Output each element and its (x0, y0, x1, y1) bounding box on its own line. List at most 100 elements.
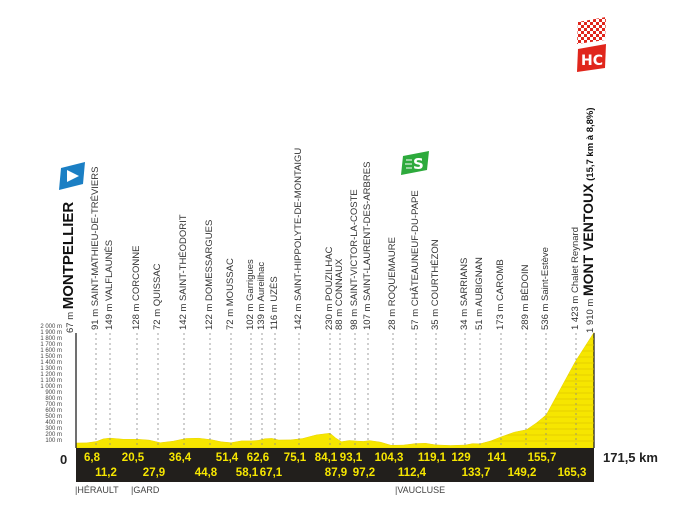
waypoint-elevation: 34 m (459, 308, 470, 330)
hc-climb-icon: HC (577, 17, 606, 72)
waypoint-name: Saint-Estève (540, 247, 551, 301)
km-marker: 165,3 (557, 467, 587, 479)
km-marker: 87,9 (324, 467, 348, 479)
svg-text:S: S (413, 155, 424, 173)
department-label: |GARD (131, 485, 160, 495)
waypoint-elevation: 116 m (269, 304, 280, 330)
waypoint-name: CHÂTEAUNEUF-DU-PAPE (410, 190, 421, 307)
waypoint-name: MOUSSAC (225, 258, 236, 307)
waypoint-name: COURTHÉZON (430, 239, 441, 307)
waypoint-label: 536 m Saint-Estève (540, 247, 551, 330)
distance-start: 0 (60, 452, 68, 467)
km-bar (76, 448, 594, 482)
waypoint-elevation: 142 m (293, 303, 304, 330)
waypoint-elevation: 28 m (387, 308, 398, 330)
waypoint-elevation: 139 m (256, 303, 267, 330)
waypoint-name: SAINT-HIPPOLYTE-DE-MONTAIGU (293, 147, 304, 301)
waypoint-label: 289 m BÉDOIN (520, 264, 531, 330)
waypoint-label: 57 m CHÂTEAUNEUF-DU-PAPE (410, 190, 421, 330)
waypoint-label: 107 m SAINT-LAURENT-DES-ARBRES (362, 161, 373, 330)
start-label: 67 m MONTPELLIER (60, 201, 77, 333)
waypoint-elevation: 102 m (245, 303, 256, 330)
waypoint-name: ROQUEMAURE (387, 237, 398, 307)
waypoint-name: CONNAUX (334, 258, 345, 307)
waypoint-name: SAINT-MATHIEU-DE-TRÉVIERS (90, 166, 101, 307)
waypoint-label: 149 m VALFLAUNÈS (104, 239, 115, 330)
waypoint-label: 139 m Aureilhac (256, 261, 267, 330)
y-tick: 1 800 m (40, 336, 62, 342)
finish-label: 1 910 m MONT VENTOUX (15,7 km à 8,8%) (580, 107, 596, 333)
y-tick: 600 m (45, 408, 62, 414)
waypoint-label: 128 m CORCONNE (131, 246, 142, 330)
y-tick: 800 m (45, 396, 62, 402)
waypoint-label: 98 m SAINT-VICTOR-LA-COSTE (349, 189, 360, 330)
waypoint-label: 28 m ROQUEMAURE (387, 237, 398, 330)
waypoint-name: AUBIGNAN (474, 257, 485, 307)
department-label: |VAUCLUSE (395, 485, 446, 495)
y-tick: 1 400 m (40, 360, 62, 366)
y-tick: 1 200 m (40, 372, 62, 378)
km-marker: 67,1 (259, 467, 283, 479)
sprint-icon: S (401, 151, 429, 175)
km-marker: 20,5 (121, 452, 145, 464)
waypoint-elevation: 128 m (131, 303, 142, 330)
y-tick: 1 300 m (40, 366, 62, 372)
km-marker: 104,3 (374, 452, 404, 464)
y-tick: 1 900 m (40, 330, 62, 336)
waypoint-elevation: 536 m (540, 303, 551, 330)
climb-info: (15,7 km à 8,8%) (585, 107, 596, 181)
waypoint-elevation: 91 m (90, 308, 101, 330)
waypoint-elevation: 51 m (474, 308, 485, 330)
waypoint-name: UZÈS (269, 276, 280, 302)
waypoint-name: VALFLAUNÈS (104, 239, 115, 301)
y-tick: 1 100 m (40, 378, 62, 384)
waypoint-name: SARRIANS (459, 257, 470, 307)
km-marker: 11,2 (95, 467, 117, 479)
y-tick: 100 m (45, 438, 62, 444)
waypoint-label: 34 m SARRIANS (459, 257, 470, 330)
y-tick: 2 000 m (40, 324, 62, 330)
waypoint-elevation: 98 m (349, 308, 360, 330)
waypoint-label: 102 m Garrigues (245, 259, 256, 330)
waypoint-elevation: 88 m (334, 308, 345, 330)
waypoint-name: CAROMB (495, 259, 506, 301)
waypoint-label: 35 m COURTHÉZON (430, 239, 441, 330)
km-marker: 62,6 (246, 452, 270, 464)
km-marker: 36,4 (168, 452, 192, 464)
waypoint-elevation: 107 m (362, 303, 373, 330)
waypoint-name: BÉDOIN (520, 264, 531, 301)
waypoint-name: Garrigues (245, 259, 256, 301)
waypoint-elevation: 173 m (495, 303, 506, 330)
waypoint-elevation: 142 m (178, 303, 189, 330)
y-tick: 1 500 m (40, 354, 62, 360)
waypoint-label: 122 m DOMESSARGUES (204, 220, 215, 330)
y-tick: 1 000 m (40, 384, 62, 390)
km-marker: 112,4 (397, 467, 427, 479)
km-marker: 6,8 (84, 452, 100, 464)
km-marker: 58,1 (235, 467, 259, 479)
waypoint-elevation: 72 m (225, 308, 236, 330)
start-name: MONTPELLIER (60, 201, 77, 310)
waypoint-label: 72 m MOUSSAC (225, 258, 236, 330)
waypoint-elevation: 57 m (410, 308, 421, 330)
waypoint-name: Aureilhac (256, 261, 267, 302)
waypoint-label: 173 m CAROMB (495, 259, 506, 330)
waypoint-label: 142 m SAINT-HIPPOLYTE-DE-MONTAIGU (293, 147, 304, 330)
waypoint-elevation: 122 m (204, 303, 215, 330)
y-tick: 300 m (45, 426, 62, 432)
waypoint-name: SAINT-LAURENT-DES-ARBRES (362, 161, 373, 301)
km-marker: 93,1 (339, 452, 363, 464)
waypoint-label: 142 m SAINT-THÉODORIT (178, 214, 189, 330)
waypoint-label: 51 m AUBIGNAN (474, 257, 485, 330)
km-marker: 155,7 (527, 452, 557, 464)
waypoint-elevation: 149 m (104, 303, 115, 330)
y-tick: 1 700 m (40, 342, 62, 348)
km-marker: 44,8 (194, 467, 218, 479)
finish-name: MONT VENTOUX (580, 183, 596, 297)
distance-total: 171,5 km (603, 450, 658, 465)
waypoint-name: QUISSAC (152, 263, 163, 307)
km-marker: 133,7 (461, 467, 491, 479)
department-label: |HÉRAULT (75, 485, 119, 495)
